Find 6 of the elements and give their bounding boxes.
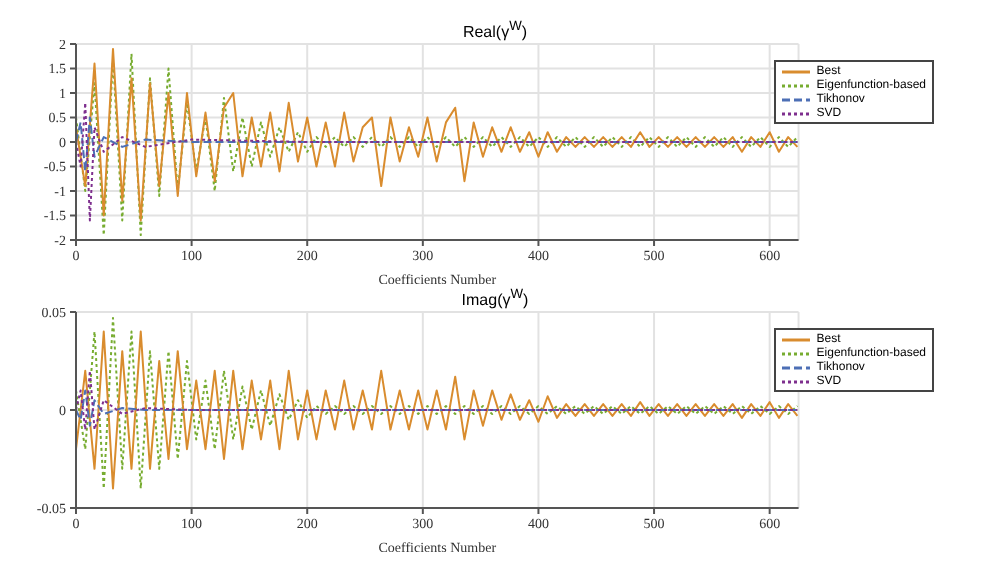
line-series [76,101,799,222]
line-series [76,116,799,173]
line-series [76,369,799,431]
line-series [76,389,799,427]
chart-title: Imag(γ$^{W}$) [461,288,529,310]
chart-title: Real(γ$^{W}$) [460,18,530,42]
